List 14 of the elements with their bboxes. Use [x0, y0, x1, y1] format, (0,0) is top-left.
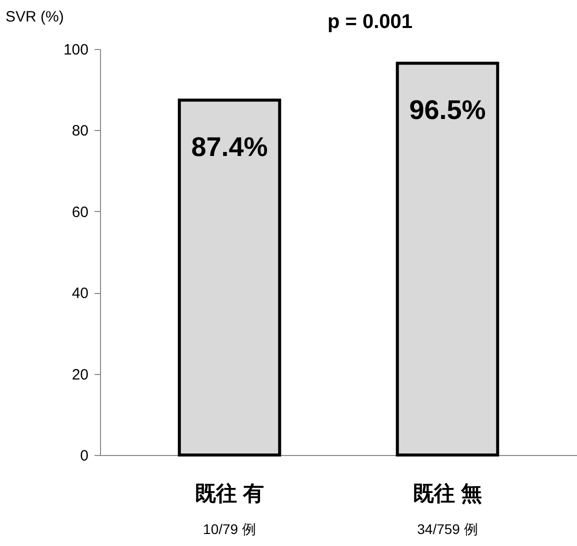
- y-tick-label: 20: [72, 366, 88, 384]
- x-tick-label: 既往 無: [413, 482, 482, 506]
- y-axis-title: SVR (%): [6, 8, 64, 26]
- text: 34/759 例: [417, 521, 478, 537]
- text: 10/79 例: [203, 521, 256, 537]
- y-tick-label: 40: [72, 285, 88, 302]
- y-tick-label: 0: [80, 448, 88, 464]
- chart-title: p = 0.001: [327, 11, 413, 33]
- y-tick-label: 80: [72, 122, 88, 140]
- y-tick-label: 60: [72, 204, 88, 221]
- data-label: 87.4%: [191, 132, 268, 162]
- y-tick-label: 100: [63, 42, 88, 58]
- x-tick-label: 既往 有: [195, 482, 264, 506]
- data-label: 96.5%: [409, 95, 486, 126]
